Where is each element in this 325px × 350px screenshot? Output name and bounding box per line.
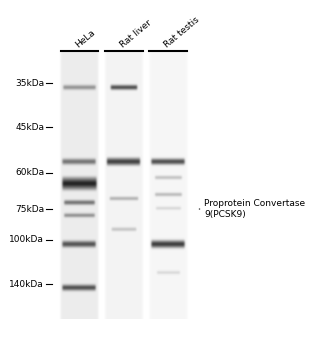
Text: 140kDa: 140kDa	[9, 280, 44, 288]
Text: 75kDa: 75kDa	[15, 204, 44, 214]
Text: 35kDa: 35kDa	[15, 79, 44, 88]
Text: 45kDa: 45kDa	[15, 123, 44, 132]
Text: Proprotein Convertase
9(PCSK9): Proprotein Convertase 9(PCSK9)	[204, 199, 305, 219]
Text: 60kDa: 60kDa	[15, 168, 44, 177]
Text: 100kDa: 100kDa	[9, 235, 44, 244]
Text: Rat liver: Rat liver	[118, 18, 153, 49]
Text: Rat testis: Rat testis	[162, 15, 201, 49]
Text: HeLa: HeLa	[74, 28, 97, 49]
